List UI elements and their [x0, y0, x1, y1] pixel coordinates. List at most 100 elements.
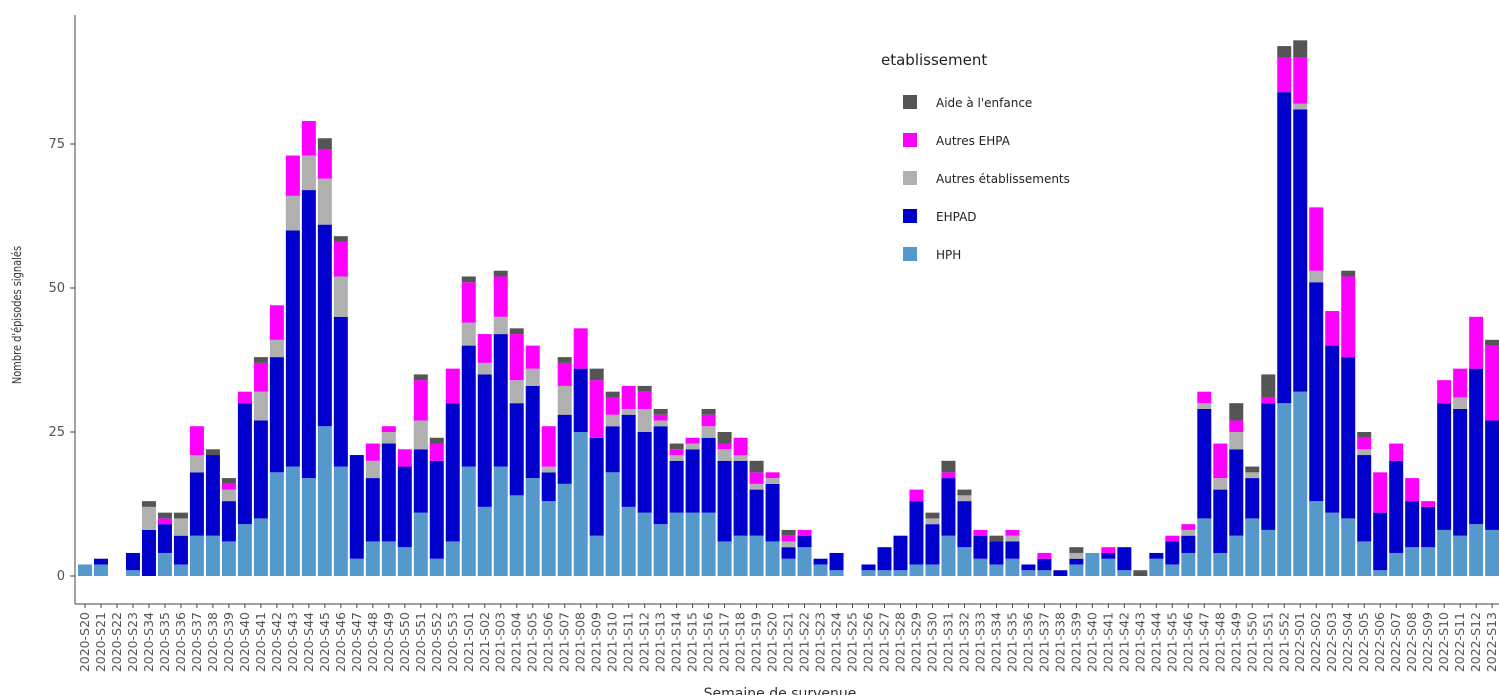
y-tick-label: 75: [48, 137, 65, 152]
bar-segment: [1261, 403, 1276, 530]
bar-segment: [1261, 397, 1276, 404]
bar-segment: [1229, 403, 1244, 421]
bar-segment: [813, 558, 828, 565]
bar-segment: [477, 334, 492, 363]
x-tick-label: 2021-S21: [781, 612, 796, 672]
x-tick-label: 2022-S13: [1484, 612, 1499, 672]
bar-segment: [1101, 552, 1116, 559]
legend-title: etablissement: [881, 51, 987, 69]
bar-segment: [1101, 547, 1116, 553]
bar-segment: [701, 414, 716, 427]
bar-segment: [509, 380, 524, 404]
bar-segment: [685, 443, 700, 450]
bar-segment: [733, 535, 748, 576]
legend-swatch: [903, 133, 917, 147]
bar-segment: [973, 529, 988, 536]
bar-segment: [573, 368, 588, 432]
bar-segment: [797, 529, 812, 536]
bar-segment: [541, 472, 556, 502]
x-tick-label: 2022-S08: [1404, 612, 1419, 672]
bar-segment: [1245, 472, 1260, 479]
bar-segment: [413, 512, 428, 576]
bar-segment: [1357, 455, 1372, 542]
bar-segment: [1037, 570, 1052, 576]
y-axis-title: Nombre d'épisodes signalés: [10, 246, 24, 384]
bar-segment: [1325, 512, 1340, 576]
x-tick-label: 2021-S10: [605, 612, 620, 672]
bar-segment: [333, 236, 348, 242]
bar-segment: [429, 443, 444, 461]
bar-segment: [413, 449, 428, 513]
bar-segment: [221, 541, 236, 576]
bar-segment: [525, 478, 540, 576]
bar-segment: [973, 535, 988, 559]
bar-segment: [1229, 432, 1244, 450]
bar-segment: [125, 552, 140, 571]
bar-segment: [493, 466, 508, 576]
bar-segment: [669, 460, 684, 513]
x-tick-label: 2020-S40: [237, 612, 252, 672]
bar-segment: [749, 460, 764, 473]
x-tick-label: 2020-S43: [285, 612, 300, 672]
x-tick-label: 2020-S38: [205, 612, 220, 672]
bar-segment: [717, 432, 732, 444]
bar-segment: [989, 535, 1004, 542]
bar-segment: [1405, 501, 1420, 548]
x-tick-label: 2021-S30: [924, 612, 939, 672]
bar-segment: [1389, 552, 1404, 576]
bar-segment: [365, 478, 380, 542]
bar-segment: [749, 535, 764, 576]
x-tick-label: 2021-S02: [477, 612, 492, 672]
bar-segment: [1181, 535, 1196, 553]
legend-swatch: [903, 247, 917, 261]
bar-segment: [1005, 541, 1020, 559]
x-tick-label: 2020-S47: [349, 612, 364, 672]
bar-segment: [605, 397, 620, 415]
bar-segment: [589, 368, 604, 381]
bar-segment: [461, 322, 476, 346]
bar-segment: [669, 455, 684, 461]
bar-segment: [509, 334, 524, 381]
bar-segment: [237, 403, 252, 525]
x-tick-label: 2020-S45: [317, 612, 332, 672]
bar-segment: [1069, 552, 1084, 559]
x-tick-label: 2020-S51: [413, 612, 428, 672]
x-tick-label: 2021-S28: [892, 612, 907, 672]
bar-segment: [1357, 432, 1372, 438]
bar-segment: [909, 489, 924, 502]
x-tick-label: 2020-S37: [189, 612, 204, 672]
bar-segment: [893, 535, 908, 571]
bar-segment: [1229, 449, 1244, 536]
bar-segment: [525, 345, 540, 369]
bar-segment: [1277, 57, 1292, 93]
bar-segment: [1469, 368, 1484, 525]
bar-segment: [749, 489, 764, 536]
bar-segment: [1037, 558, 1052, 571]
x-tick-label: 2021-S06: [541, 612, 556, 672]
bar-segment: [93, 558, 108, 565]
bar-segment: [317, 224, 332, 427]
bar-segment: [1373, 512, 1388, 571]
bar-segment: [1005, 529, 1020, 536]
bar-segment: [925, 518, 940, 525]
bar-segment: [1245, 518, 1260, 576]
x-tick-label: 2020-S50: [397, 612, 412, 672]
bar-segment: [1213, 478, 1228, 490]
bar-segment: [221, 489, 236, 502]
bar-segment: [301, 190, 316, 479]
legend-label: Aide à l'enfance: [936, 96, 1032, 110]
bar-segment: [717, 460, 732, 542]
bar-segment: [349, 455, 364, 559]
bar-segment: [557, 414, 572, 484]
x-tick-label: 2022-S03: [1324, 612, 1339, 672]
bar-segment: [1357, 541, 1372, 576]
bar-segment: [605, 472, 620, 576]
x-axis-title: Semaine de survenue: [704, 686, 857, 695]
bar-segment: [637, 432, 652, 513]
bar-segment: [461, 345, 476, 467]
bar-segment: [557, 357, 572, 363]
bar-segment: [1453, 397, 1468, 409]
y-tick-label: 0: [57, 569, 65, 584]
bar-segment: [1165, 535, 1180, 542]
bar-segment: [157, 518, 172, 525]
